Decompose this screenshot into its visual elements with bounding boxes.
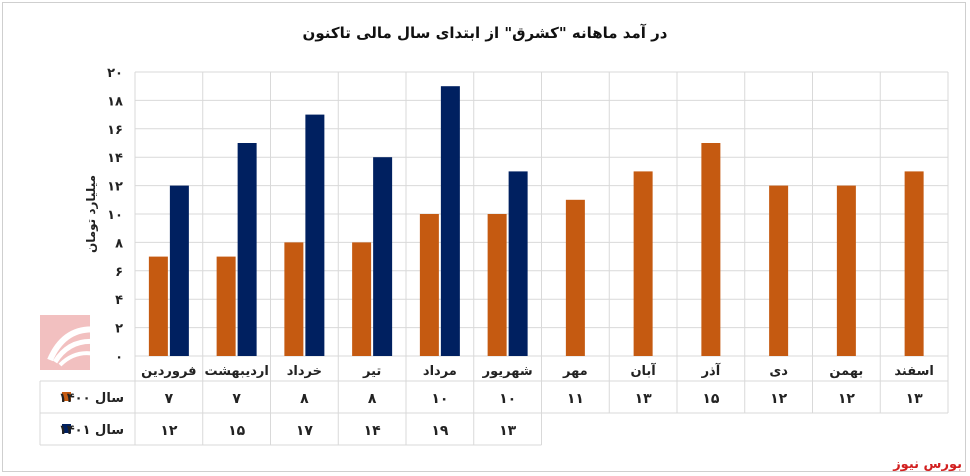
data-label: ۱۳ [635, 391, 653, 407]
brand-label: بورس نیوز [893, 457, 962, 472]
legend-label: سال ۱۴۰۰ [59, 391, 124, 406]
x-tick-label: آذر [701, 362, 721, 379]
bar [701, 143, 721, 356]
x-tick-label: اردیبهشت [204, 364, 268, 379]
x-tick-label: شهریور [482, 364, 533, 379]
data-label: ۱۳ [499, 423, 517, 439]
x-tick-label: آبان [630, 362, 656, 379]
y-tick-label: ۱۰ [107, 208, 123, 223]
x-tick-label: خرداد [287, 364, 322, 379]
bar [305, 114, 325, 356]
chart-title: در آمد ماهانه "کشرق" از ابتدای سال مالی … [303, 24, 668, 42]
data-label: ۱۳ [906, 391, 924, 407]
bar [352, 242, 372, 356]
x-tick-label: فروردین [141, 364, 196, 379]
bar [565, 199, 585, 356]
data-label: ۷ [165, 391, 174, 407]
x-tick-label: اسفند [894, 364, 933, 379]
y-tick-label: ۲ [115, 322, 123, 337]
legend-label: سال ۱۴۰۱ [59, 423, 124, 438]
data-label: ۸ [368, 391, 377, 407]
y-tick-label: ۱۴ [107, 151, 123, 166]
x-tick-label: مرداد [423, 364, 457, 379]
bar [373, 157, 393, 356]
y-axis-label: میلیارد تومان [84, 175, 99, 253]
legend-swatch [62, 392, 71, 401]
legend-swatch [62, 424, 71, 433]
bar [836, 185, 856, 356]
data-label: ۱۱ [567, 391, 584, 407]
y-tick-label: ۱۸ [107, 94, 123, 109]
data-label: ۷ [232, 391, 241, 407]
watermark-logo [30, 300, 140, 420]
y-tick-label: ۰ [115, 350, 123, 365]
x-tick-label: تیر [362, 364, 381, 379]
bar [769, 185, 789, 356]
x-tick-label: دی [769, 364, 788, 379]
bar [419, 214, 439, 356]
data-label: ۱۷ [296, 423, 314, 439]
y-tick-label: ۸ [115, 236, 123, 251]
data-label: ۱۲ [770, 391, 788, 407]
data-label: ۸ [300, 391, 309, 407]
y-tick-label: ۲۰ [107, 66, 123, 81]
bar [904, 171, 924, 356]
data-label: ۱۴ [364, 423, 382, 439]
y-tick-label: ۱۶ [107, 123, 123, 138]
bar [284, 242, 304, 356]
x-tick-label: مهر [562, 364, 588, 379]
bar [216, 256, 236, 356]
data-label: ۱۰ [431, 391, 448, 407]
bar [508, 171, 528, 356]
data-label: ۱۹ [431, 423, 449, 439]
y-tick-label: ۴ [115, 293, 123, 308]
bar [148, 256, 168, 356]
data-label: ۱۵ [702, 391, 720, 407]
data-label: ۱۰ [499, 391, 516, 407]
bar [169, 185, 189, 356]
data-label: ۱۲ [160, 423, 178, 439]
y-tick-label: ۱۲ [107, 180, 123, 195]
data-label: ۱۵ [228, 423, 246, 439]
bar [633, 171, 653, 356]
data-label: ۱۲ [838, 391, 856, 407]
x-tick-label: بهمن [829, 364, 863, 379]
bar [440, 86, 460, 356]
y-tick-label: ۶ [115, 265, 123, 280]
bar [237, 143, 257, 356]
bar [487, 214, 507, 356]
